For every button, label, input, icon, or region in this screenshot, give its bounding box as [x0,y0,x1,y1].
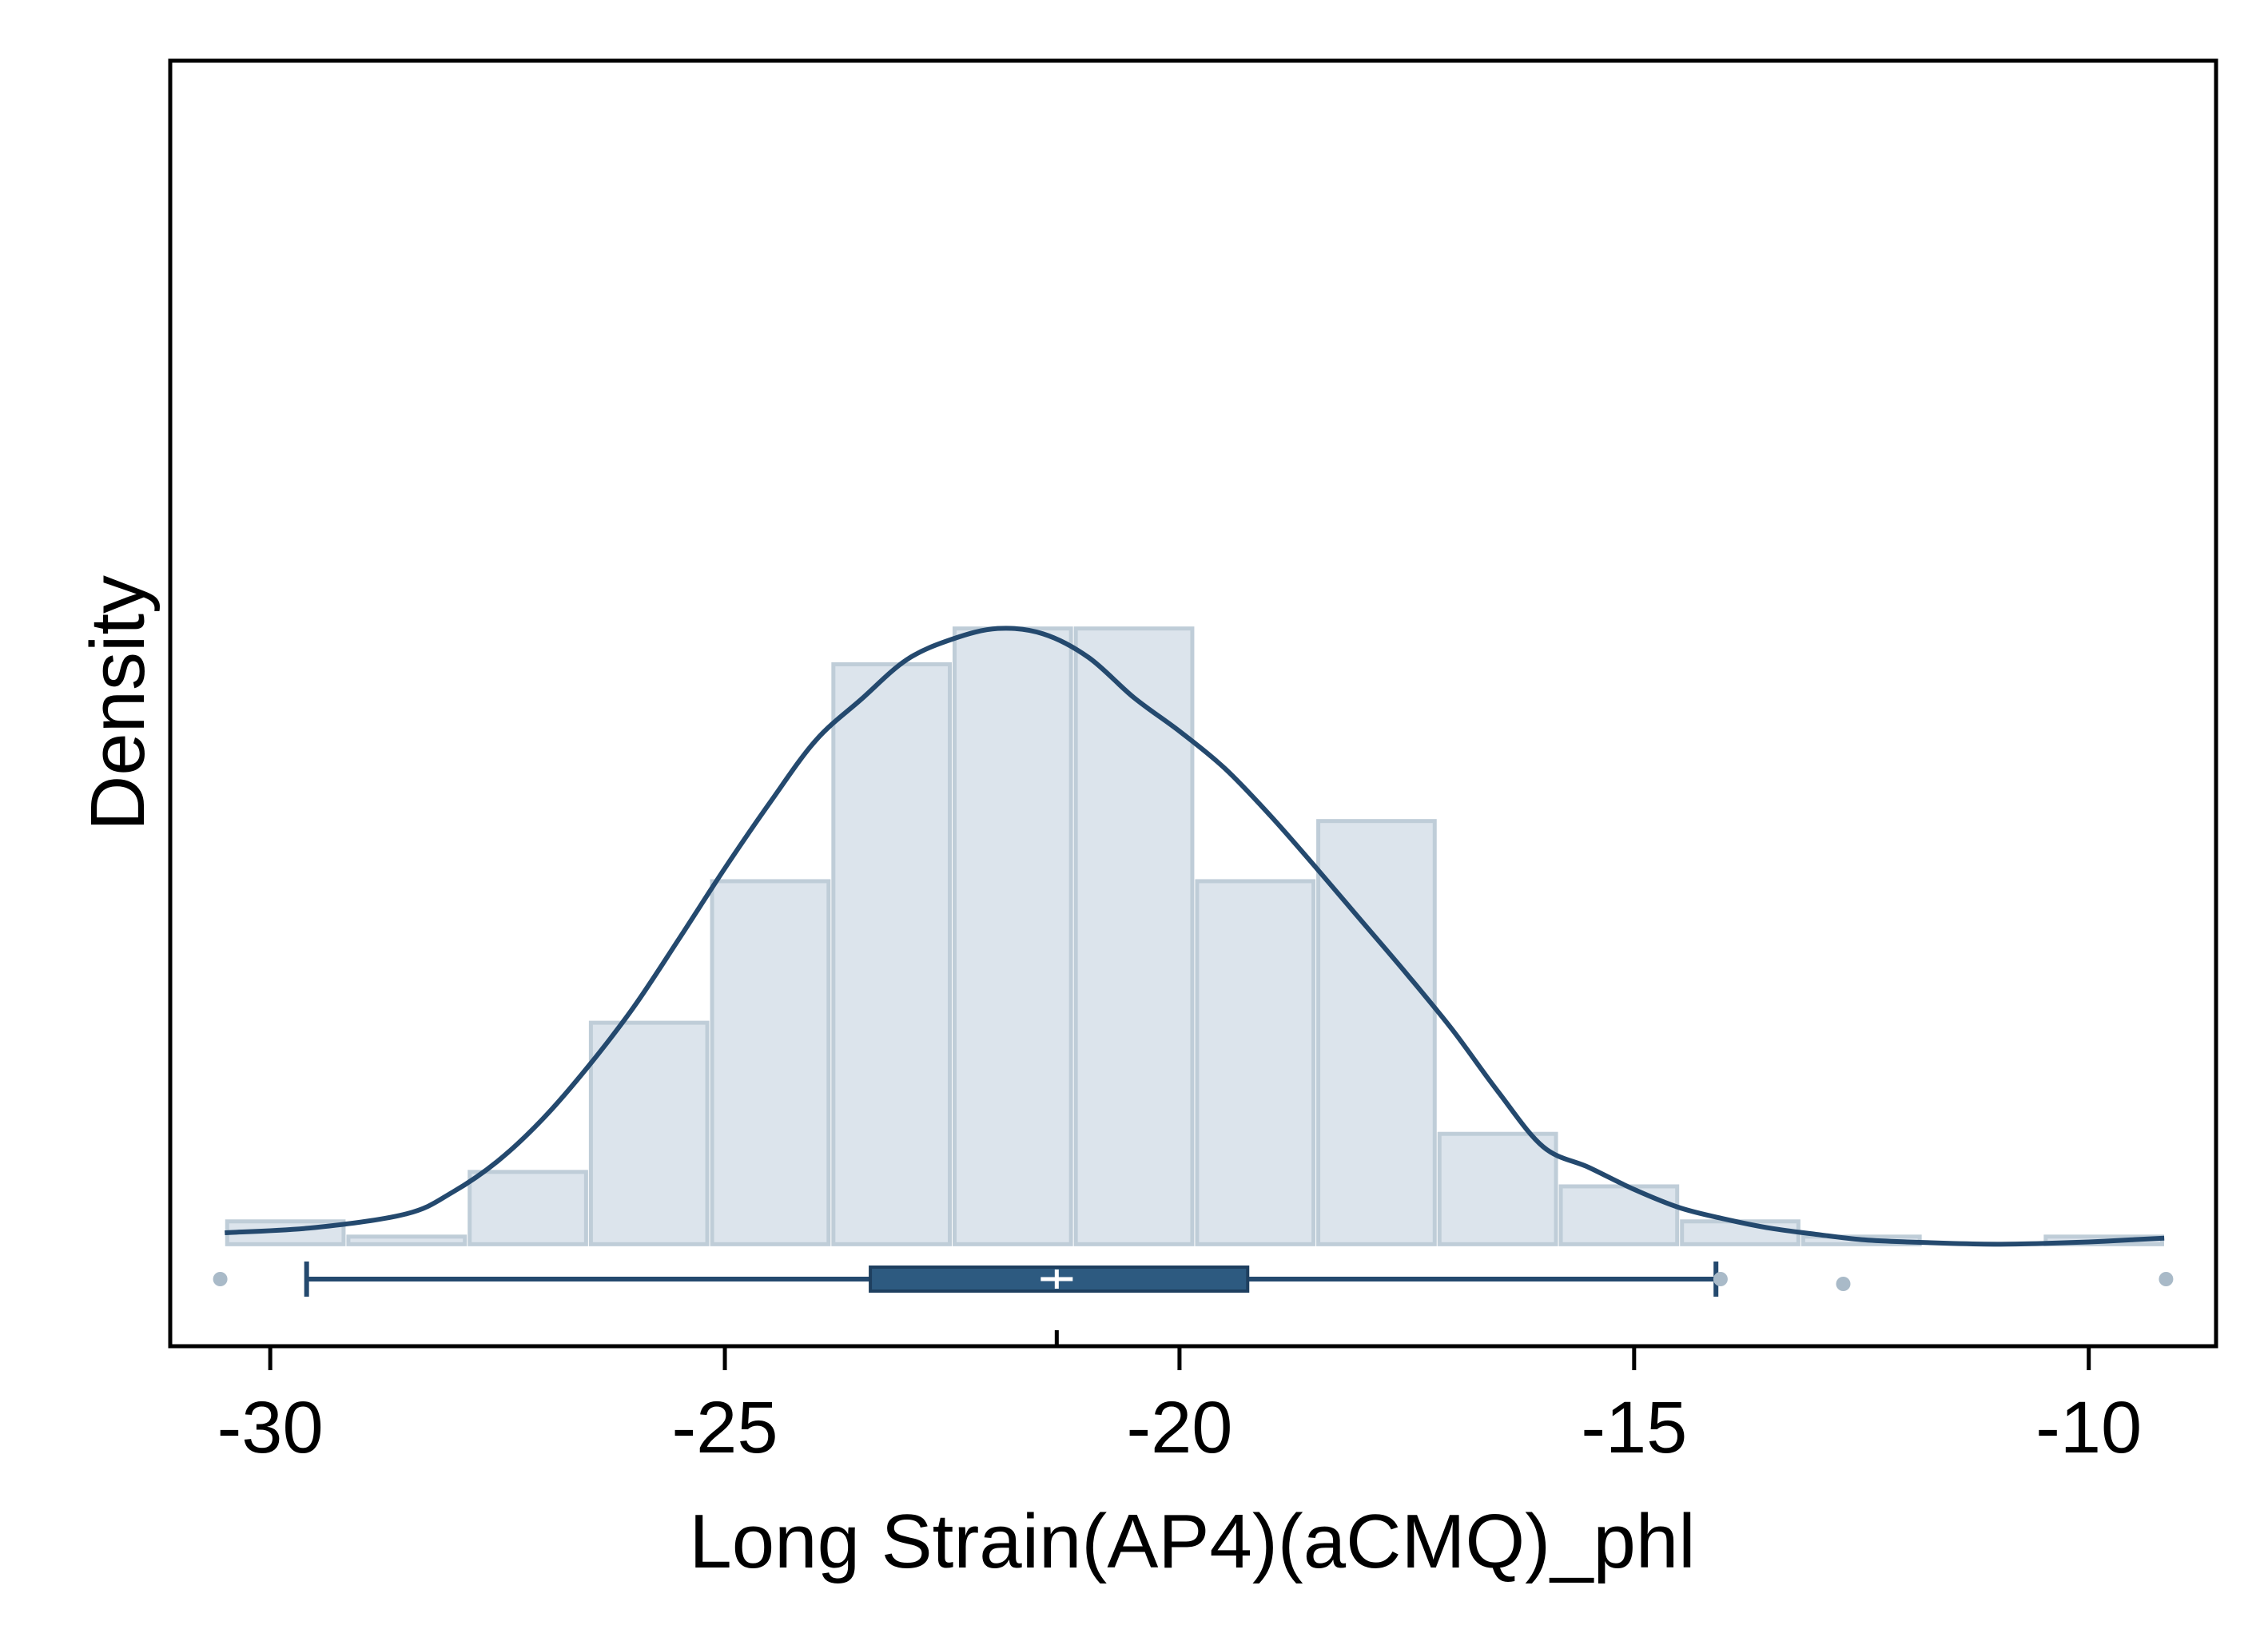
histogram-bar [1316,819,1437,1246]
boxplot [213,1262,2174,1297]
plot-border [168,58,2218,1349]
iqr-box [869,1266,1250,1293]
x-axis-label: Long Strain(AP4)(aCMQ)_phl [689,1499,1695,1584]
histogram-bar [831,662,952,1246]
outlier-point [213,1272,228,1286]
histogram-bar [588,1020,710,1246]
histogram-bar [346,1234,468,1246]
histogram-bar [952,626,1073,1246]
x-tick-label: -10 [2035,1387,2142,1468]
y-axis-label: Density [75,575,161,831]
x-tick-label: -25 [672,1387,778,1468]
kde-curve [225,626,2165,1247]
histogram-bar [468,1170,588,1246]
x-axis: -30 -25 -20 -15 -10 [217,1330,2142,1468]
x-tick-label: -15 [1581,1387,1687,1468]
histogram-bar [710,879,831,1246]
outlier-point [2159,1272,2174,1286]
histogram-bar [1437,1131,1558,1246]
outlier-point [1836,1277,1851,1291]
histogram-bar [1073,626,1195,1246]
outlier-point [1713,1272,1728,1286]
kde-layer [225,626,2165,1247]
x-tick-label: -20 [1126,1387,1232,1468]
histogram-bar [1558,1184,1680,1246]
plot-frame [168,58,2218,1349]
histogram-bar [1195,879,1316,1246]
x-tick-label: -30 [217,1387,324,1468]
